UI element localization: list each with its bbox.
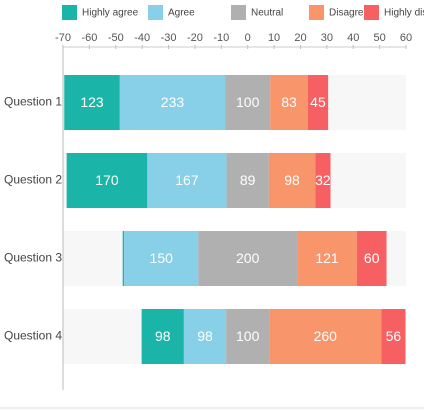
x-tick-label: 60 [400,32,412,44]
legend-swatch [364,5,379,20]
legend-label: Highly agree [82,8,139,19]
x-tick-label: 40 [347,32,359,44]
bar-segment [141,309,184,364]
category-label: Question 1 [4,95,62,109]
value-label: 150 [150,250,174,266]
bar-segment [269,309,382,364]
x-tick-label: -20 [187,32,203,44]
value-label: 121 [315,250,339,266]
bar-segment [225,75,271,130]
x-tick-label: 20 [294,32,306,44]
bar-segment [315,153,331,208]
x-tick-label: -10 [213,32,229,44]
value-label: 170 [95,172,119,188]
bar-segment [66,153,148,208]
legend-swatch [309,5,324,20]
bar-segment [356,231,387,286]
bar-segment [307,75,329,130]
value-label: 167 [175,172,199,188]
bar-segment [297,231,357,286]
x-tick-label: -60 [81,32,97,44]
bar-segment [226,309,270,364]
value-label: 100 [236,94,260,110]
bar-segment [381,309,406,364]
bar-segment [64,75,120,130]
bar-segment [119,75,226,130]
value-label: 89 [240,172,256,188]
value-label: 233 [161,94,185,110]
bar-segment [268,153,316,208]
bar-segment [270,75,308,130]
x-tick-label: -40 [134,32,150,44]
bar-segment [183,309,227,364]
category-label: Question 4 [4,329,62,343]
category-label: Question 2 [4,173,62,187]
value-label: 260 [314,328,338,344]
value-label: 32 [315,172,331,188]
bar-segment [198,231,298,286]
x-tick-label: -70 [55,32,71,44]
x-tick-label: 0 [245,32,251,44]
x-tick-label: 50 [373,32,385,44]
legend-label: Highly disagree [384,8,424,19]
x-tick-label: -30 [161,32,177,44]
x-tick-label: -50 [108,32,124,44]
legend-swatch [231,5,246,20]
value-label: 200 [236,250,260,266]
bar-segment [124,231,199,286]
value-label: 98 [197,328,213,344]
value-label: 123 [80,94,104,110]
category-label: Question 3 [4,251,62,265]
legend-label: Neutral [251,8,283,19]
x-tick-label: 30 [321,32,333,44]
legend-label: Disagree [329,8,369,19]
bar-segment [147,153,227,208]
legend-label: Agree [168,8,195,19]
bar-segment [226,153,269,208]
value-label: 98 [155,328,171,344]
legend-swatch [62,5,77,20]
bar-segment [122,231,125,286]
value-label: 83 [281,94,297,110]
value-label: 56 [386,328,402,344]
value-label: 60 [364,250,380,266]
value-label: 45 [310,94,326,110]
value-label: 100 [236,328,260,344]
legend-swatch [148,5,163,20]
value-label: 98 [284,172,300,188]
x-tick-label: 10 [268,32,280,44]
